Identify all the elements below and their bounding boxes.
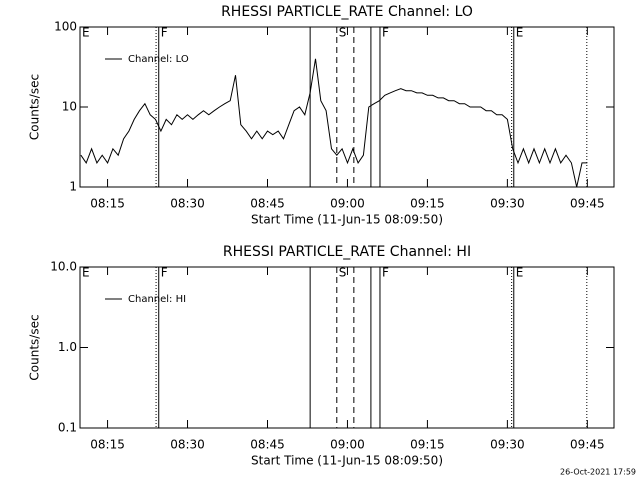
y-tick-label: 0.1 [58, 421, 77, 435]
x-tick-label: 08:30 [170, 438, 205, 452]
x-tick-label: 08:30 [170, 197, 205, 211]
x-tick-label: 09:00 [330, 197, 365, 211]
marker-label: E [82, 26, 90, 40]
x-tick-label: 09:00 [330, 438, 365, 452]
y-axis-label: Counts/sec [28, 74, 42, 140]
marker-label: F [382, 26, 389, 40]
x-tick-label: 09:15 [410, 438, 445, 452]
marker-label: E [516, 266, 524, 280]
x-tick-label: 09:45 [570, 197, 605, 211]
x-tick-label: 09:30 [490, 438, 525, 452]
y-axis-label: Counts/sec [28, 314, 42, 380]
footer: 26-Oct-2021 17:59 [560, 468, 636, 477]
marker-label: F [161, 26, 168, 40]
legend-label: Channel: LO [128, 54, 189, 65]
legend-label: Channel: HI [128, 294, 186, 305]
x-axis-label: Start Time (11-Jun-15 08:09:50) [251, 454, 443, 468]
x-tick-label: 09:45 [570, 438, 605, 452]
marker-label: F [382, 266, 389, 280]
x-tick-label: 08:15 [90, 197, 125, 211]
marker-label: F [161, 266, 168, 280]
x-tick-label: 08:45 [250, 197, 285, 211]
marker-label: E [516, 26, 524, 40]
x-tick-label: 08:45 [250, 438, 285, 452]
y-tick-label: 10 [62, 100, 77, 114]
y-tick-label: 1.0 [58, 340, 77, 354]
marker-label: S [339, 266, 347, 280]
x-tick-label: 09:15 [410, 197, 445, 211]
x-axis-label: Start Time (11-Jun-15 08:09:50) [251, 213, 443, 227]
marker-label: E [82, 266, 90, 280]
marker-label: S [339, 26, 347, 40]
data-line [80, 58, 588, 188]
chart-title: RHESSI PARTICLE_RATE Channel: HI [223, 244, 471, 260]
x-tick-label: 09:30 [490, 197, 525, 211]
y-tick-label: 10.0 [50, 260, 77, 274]
chart-title: RHESSI PARTICLE_RATE Channel: LO [221, 4, 473, 20]
x-tick-label: 08:15 [90, 438, 125, 452]
y-tick-label: 1 [69, 180, 77, 194]
y-tick-label: 100 [54, 20, 77, 34]
